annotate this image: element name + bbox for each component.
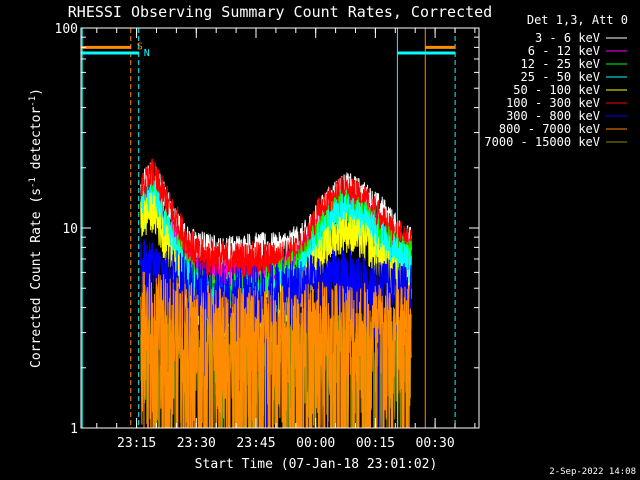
y-tick-label: 10 [62,222,78,237]
flag-label: S [137,41,143,52]
legend-label: 3 - 6 keV [535,31,600,45]
date-stamp: 2-Sep-2022 14:08 [549,467,636,477]
legend-label: 12 - 25 keV [521,57,600,71]
x-axis-label: Start Time (07-Jan-18 23:01:02) [195,457,438,472]
legend-label: 6 - 12 keV [528,44,600,58]
x-tick-label: 23:30 [177,436,216,451]
flag-bars: SN [81,41,456,59]
x-axis: 23:15 23:30 23:45 00:00 00:15 00:30 [96,28,476,451]
y-axis-label-main: Corrected Count Rate (s [29,188,44,368]
y-axis-label-mid: detector [29,107,44,178]
flag-label: N [144,48,150,59]
legend-label: 100 - 300 keV [506,96,600,110]
series-line [140,192,412,340]
y-tick-label: 1 [70,422,78,437]
x-tick-label: 00:30 [416,436,455,451]
y-axis-label: Corrected Count Rate (s-1 detector-1) [28,88,44,368]
x-tick-label: 00:00 [296,436,335,451]
y-axis-label-end: ) [29,88,44,96]
series-line [140,158,412,281]
series-line [140,238,412,428]
y-axis: 1 10 100 [55,22,479,437]
legend-label: 7000 - 15000 keV [484,135,600,149]
x-tick-label: 23:45 [236,436,275,451]
vertical-markers [81,28,456,428]
x-tick-label: 23:15 [117,436,156,451]
x-tick-label: 00:15 [356,436,395,451]
legend-label: 25 - 50 keV [521,70,600,84]
y-axis-label-sup-1: -1 [28,177,38,188]
legend-label: 300 - 800 keV [506,109,600,123]
data-layer [140,158,412,428]
y-tick-label: 100 [55,22,78,37]
y-axis-label-sup-2: -1 [28,96,38,107]
chart-title: RHESSI Observing Summary Count Rates, Co… [68,3,492,21]
legend-label: 50 - 100 keV [513,83,600,97]
legend-header: Det 1,3, Att 0 [527,13,628,27]
legend-label: 800 - 7000 keV [499,122,600,136]
